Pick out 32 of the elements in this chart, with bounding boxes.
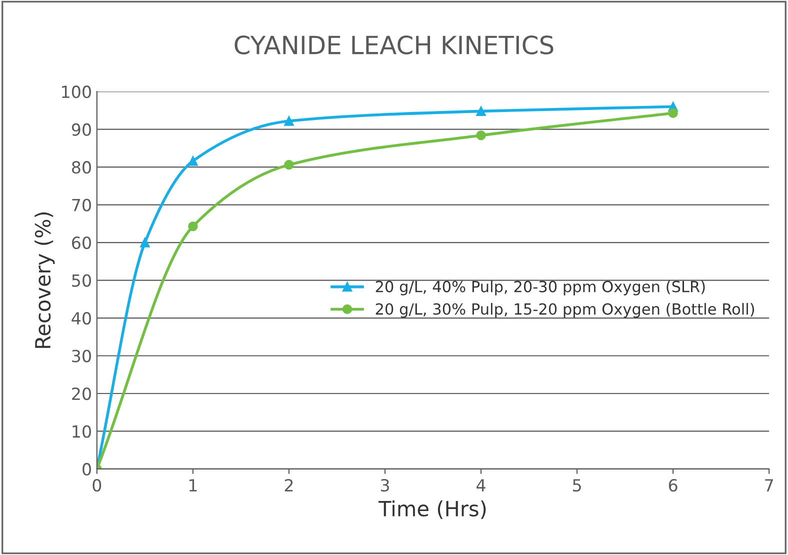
y-axis-title: Recovery (%) — [34, 212, 55, 348]
y-tick-label: 70 — [72, 198, 91, 212]
y-tick-label: 100 — [62, 86, 91, 98]
point — [668, 108, 678, 118]
y-tick-label: 60 — [72, 236, 91, 250]
point — [284, 116, 294, 126]
x-tick-label: 2 — [284, 478, 293, 492]
point — [476, 130, 486, 140]
point — [140, 238, 150, 248]
x-tick-label: 0 — [92, 478, 102, 492]
y-tick-label: 80 — [72, 161, 91, 174]
x-tick-label: 7 — [765, 479, 773, 492]
y-tick-label: 10 — [72, 425, 91, 438]
x-tick-label: 5 — [573, 479, 581, 492]
y-tick-label: 30 — [72, 350, 91, 362]
legend-label: 20 g/L, 30% Pulp, 15-20 ppm Oxygen (Bottle Roll) — [376, 302, 754, 318]
y-tick-label: 90 — [72, 123, 91, 136]
x-axis-title: Time (Hrs) — [378, 500, 486, 519]
legend-label: 20 g/L, 40% Pulp, 20-30 ppm Oxygen (SLR) — [376, 280, 705, 296]
point — [188, 156, 198, 166]
chart-title: CYANIDE LEACH KINETICS — [234, 36, 554, 54]
y-tick-label: 50 — [72, 274, 91, 287]
point — [284, 160, 294, 170]
x-tick-label: 3 — [380, 478, 389, 492]
y-tick-label: 0 — [82, 462, 91, 476]
x-tick-label: 6 — [668, 478, 678, 492]
point — [476, 106, 486, 116]
x-tick-label: 4 — [476, 479, 486, 492]
point — [188, 221, 198, 232]
y-tick-label: 20 — [72, 387, 91, 400]
y-tick-label: 40 — [72, 312, 91, 325]
x-tick-label: 1 — [189, 479, 197, 492]
